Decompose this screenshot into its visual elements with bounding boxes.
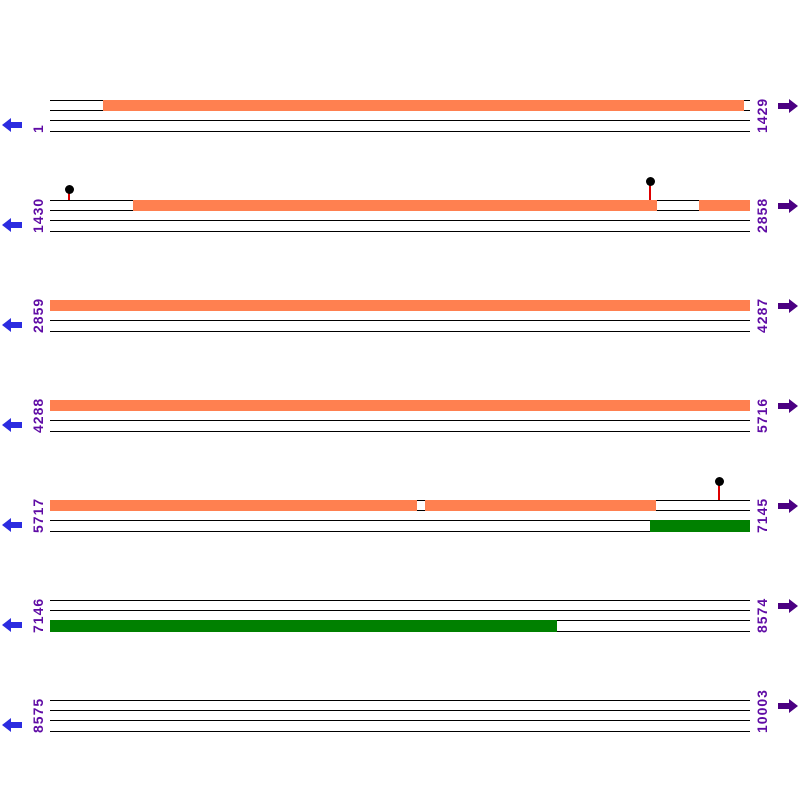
sequence-row: 4288 5716 [0, 374, 800, 470]
row-start-coordinate: 1 [30, 123, 46, 133]
marker-stem [718, 481, 720, 500]
reverse-strand-arrow-icon [2, 318, 22, 332]
strand-line [50, 220, 750, 221]
reverse-strand-arrow-icon [2, 718, 22, 732]
reverse-strand-arrow-icon [2, 418, 22, 432]
row-start-coordinate: 8575 [30, 697, 46, 733]
row-start-coordinate: 5717 [30, 497, 46, 533]
sequence-row: 1 1429 [0, 74, 800, 170]
marker-stem [649, 181, 651, 200]
row-end-coordinate: 8574 [754, 597, 770, 633]
strand-line [50, 520, 750, 521]
orf-bar-reverse[interactable] [650, 520, 750, 532]
strand-line [50, 530, 750, 532]
sequence-row: 5717 7145 [0, 474, 800, 570]
row-start-coordinate: 4288 [30, 397, 46, 433]
orf-bar-reverse[interactable] [50, 620, 557, 632]
row-end-coordinate: 1429 [754, 97, 770, 133]
strand-line [50, 130, 750, 132]
forward-strand-arrow-icon [778, 398, 798, 413]
reverse-strand-arrow-icon [2, 118, 22, 132]
strand-line [50, 120, 750, 121]
strand-line [50, 730, 750, 732]
marker-head-icon [64, 185, 74, 194]
forward-strand-arrow-icon [778, 498, 798, 513]
forward-strand-arrow-icon [778, 298, 798, 313]
orf-bar-forward[interactable] [103, 99, 744, 111]
row-start-coordinate: 7146 [30, 597, 46, 633]
row-end-coordinate: 5716 [754, 397, 770, 433]
row-start-coordinate: 2859 [30, 297, 46, 333]
forward-strand-arrow-icon [778, 698, 798, 713]
sequence-row: 2859 4287 [0, 274, 800, 370]
strand-line [50, 710, 750, 711]
orf-bar-forward[interactable] [425, 499, 656, 511]
strand-line [50, 330, 750, 332]
sequence-row: 1430 2858 [0, 174, 800, 270]
row-end-coordinate: 7145 [754, 497, 770, 533]
orf-bar-forward[interactable] [133, 199, 657, 211]
row-end-coordinate: 10003 [754, 688, 770, 733]
sequence-row: 7146 8574 [0, 574, 800, 670]
reverse-strand-arrow-icon [2, 218, 22, 232]
strand-line [50, 699, 750, 701]
reverse-strand-arrow-icon [2, 518, 22, 532]
row-end-coordinate: 4287 [754, 297, 770, 333]
strand-line [50, 610, 750, 611]
strand-line [50, 720, 750, 721]
marker-head-icon [645, 177, 655, 186]
strand-line [50, 320, 750, 321]
forward-strand-arrow-icon [778, 198, 798, 213]
marker-head-icon [714, 477, 724, 486]
strand-line [50, 420, 750, 421]
orf-bar-forward[interactable] [50, 499, 417, 511]
row-end-coordinate: 2858 [754, 197, 770, 233]
row-start-coordinate: 1430 [30, 197, 46, 233]
orf-bar-forward[interactable] [50, 399, 750, 411]
orf-bar-forward[interactable] [50, 299, 750, 311]
reverse-strand-arrow-icon [2, 618, 22, 632]
orf-bar-forward[interactable] [699, 199, 750, 211]
forward-strand-arrow-icon [778, 598, 798, 613]
strand-line [50, 430, 750, 432]
strand-line [50, 230, 750, 232]
forward-strand-arrow-icon [778, 98, 798, 113]
strand-line [50, 599, 750, 601]
sequence-row: 8575 10003 [0, 674, 800, 770]
marker-stem [68, 189, 70, 200]
